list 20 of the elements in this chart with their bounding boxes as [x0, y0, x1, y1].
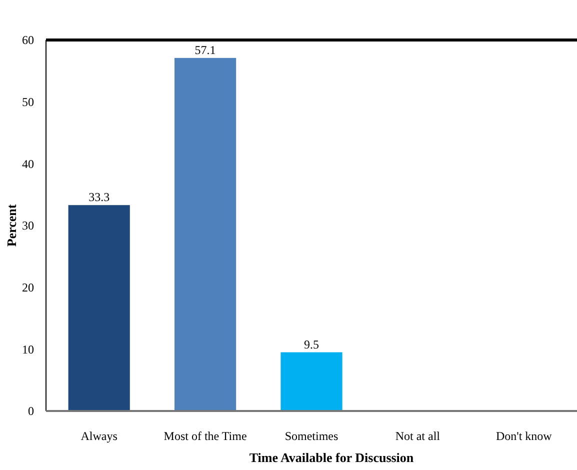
y-tick-label: 40 — [22, 156, 34, 171]
data-label: 9.5 — [304, 337, 319, 352]
x-tick-label: Most of the Time — [164, 429, 247, 443]
y-tick-label: 30 — [22, 218, 34, 233]
y-tick-label: 60 — [22, 33, 34, 48]
bar — [280, 352, 342, 411]
y-axis-title: Percent — [4, 204, 19, 247]
x-tick-label: Sometimes — [284, 429, 338, 443]
bar — [174, 58, 236, 411]
data-label: 33.3 — [88, 190, 110, 204]
y-tick-label: 50 — [22, 95, 34, 110]
x-axis-title: Time Available for Discussion — [249, 450, 414, 465]
x-tick-label: Don't know — [496, 429, 552, 443]
y-tick-label: 10 — [22, 342, 34, 356]
y-tick-label: 0 — [28, 404, 34, 418]
y-tick-label: 20 — [22, 280, 34, 295]
x-tick-label: Always — [80, 429, 118, 443]
data-label: 57.1 — [194, 42, 216, 57]
x-tick-label: Not at all — [395, 429, 441, 443]
bar — [68, 205, 130, 411]
